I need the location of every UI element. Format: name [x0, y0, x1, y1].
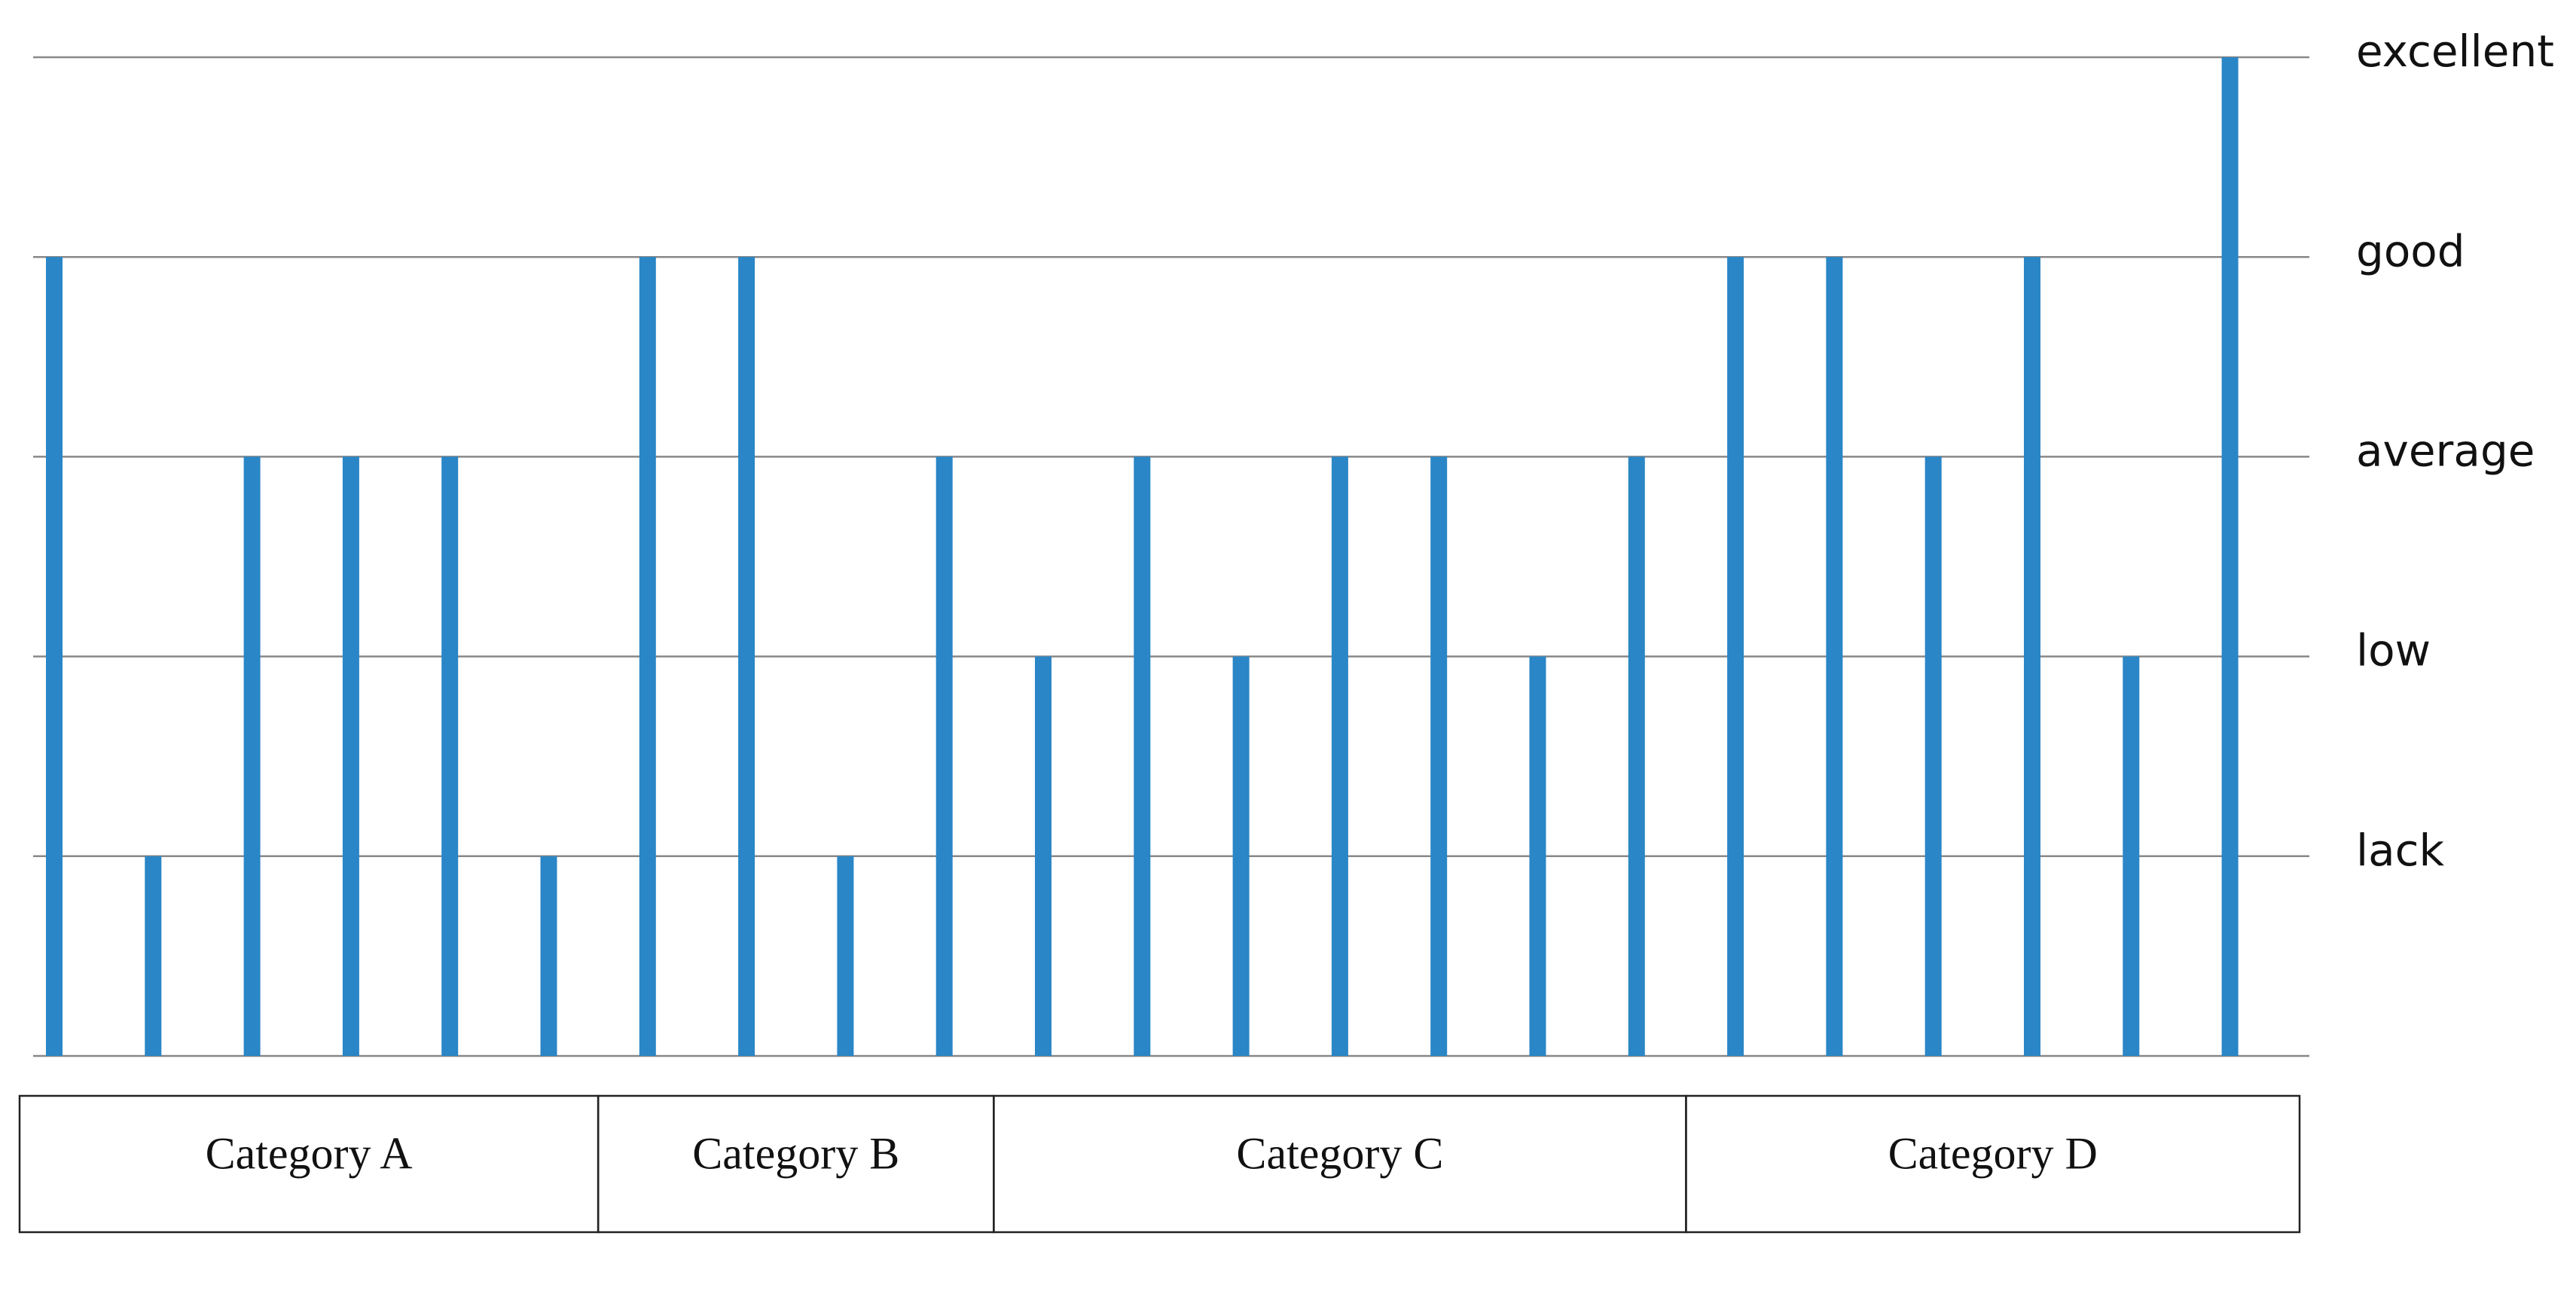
bar — [243, 456, 261, 1056]
group-label: Category D — [1888, 1128, 2098, 1178]
bar — [639, 257, 656, 1057]
bar — [1727, 257, 1744, 1057]
bar — [935, 456, 953, 1056]
y-tick-label: good — [2356, 225, 2465, 276]
bar — [1035, 656, 1051, 1056]
bar — [540, 856, 557, 1056]
bar — [1628, 456, 1645, 1056]
bar — [1924, 456, 1942, 1056]
bar — [738, 257, 755, 1057]
bar — [2123, 656, 2140, 1056]
y-tick-label: excellent — [2356, 26, 2554, 77]
y-tick-label: low — [2356, 625, 2431, 676]
group-label: Category C — [1236, 1128, 1443, 1178]
group-label: Category A — [206, 1128, 413, 1178]
bar — [2024, 257, 2040, 1057]
bar — [1232, 656, 1250, 1056]
bar — [441, 456, 459, 1056]
y-tick-label: lack — [2356, 825, 2445, 876]
bar — [1826, 257, 1843, 1057]
y-tick-label: average — [2356, 426, 2535, 477]
bar — [46, 257, 63, 1057]
bar — [1331, 456, 1348, 1056]
group-label: Category B — [692, 1128, 899, 1178]
bar — [2221, 57, 2239, 1056]
bar — [1529, 656, 1546, 1056]
bar — [342, 456, 359, 1056]
bar — [837, 856, 854, 1056]
group-box — [1685, 1094, 2301, 1234]
bar — [145, 856, 162, 1056]
bar — [1134, 456, 1151, 1056]
bar — [1430, 456, 1448, 1056]
